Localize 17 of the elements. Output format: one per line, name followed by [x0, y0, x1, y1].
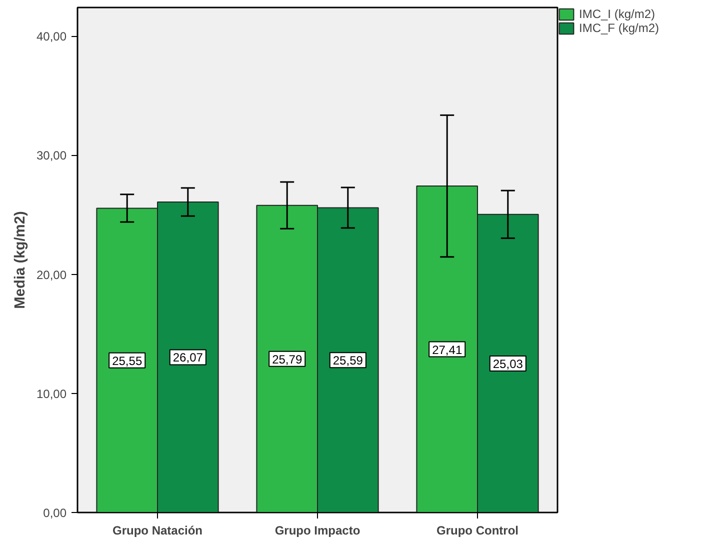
x-tick-label: Grupo Control — [436, 524, 518, 538]
y-tick-label: 40,00 — [36, 30, 67, 44]
y-axis-title: Media (kg/m2) — [12, 211, 28, 309]
text: 26,07 — [172, 350, 203, 365]
text: 25,55 — [112, 354, 142, 368]
text: 25,59 — [332, 354, 363, 368]
legend-label: IMC_I (kg/m2) — [579, 7, 656, 21]
text: 25,03 — [492, 356, 523, 371]
text: 25,79 — [272, 352, 302, 366]
y-tick-label: 20,00 — [36, 268, 67, 282]
y-tick-label: 30,00 — [36, 148, 67, 163]
y-tick-label: 0,00 — [43, 506, 67, 520]
x-tick-label: Grupo Impacto — [274, 524, 360, 538]
legend-label: IMC_F (kg/m2) — [579, 21, 660, 35]
y-tick-label: 10,00 — [36, 386, 67, 401]
text: 27,41 — [432, 342, 462, 357]
x-tick-label: Grupo Natación — [112, 524, 203, 538]
